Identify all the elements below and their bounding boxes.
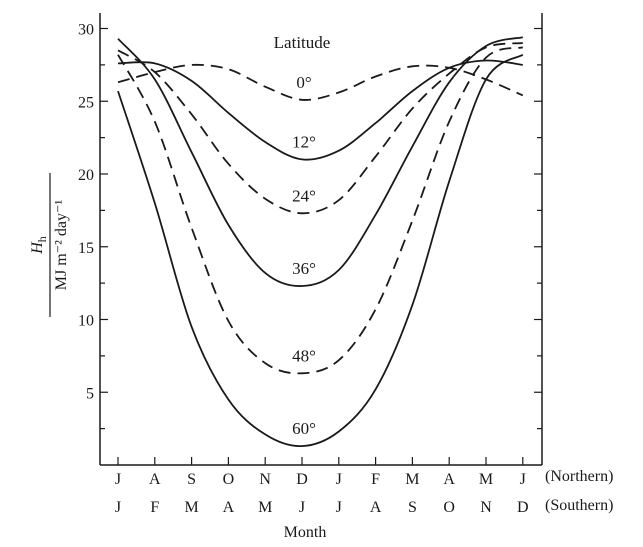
month-northern-label: D <box>296 471 308 488</box>
legend-title: Latitude <box>274 33 331 52</box>
series-label-12-deg: 12° <box>292 132 316 151</box>
month-northern-label: J <box>115 471 121 488</box>
month-northern-label: A <box>443 471 455 488</box>
y-axis-label: Hh MJ m⁻² day⁻¹ <box>29 173 70 317</box>
month-northern-label: A <box>149 471 161 488</box>
month-southern-label: M <box>184 499 198 516</box>
series-line-12-deg <box>117 59 523 161</box>
month-southern-label: O <box>443 499 455 516</box>
month-northern-label: J <box>520 471 526 488</box>
month-northern-label: J <box>336 471 342 488</box>
y-tick-label: 15 <box>78 240 94 257</box>
x-axis-label: Month <box>284 524 327 541</box>
y-tick-label: 20 <box>78 167 94 184</box>
month-northern-label: O <box>223 471 235 488</box>
y-axis-label-numerator: Hh <box>29 236 49 255</box>
series-line-24-deg <box>117 42 523 215</box>
y-axis-label-denominator: MJ m⁻² day⁻¹ <box>53 200 70 291</box>
month-southern-label: N <box>480 499 492 516</box>
month-southern-label: A <box>223 499 235 516</box>
y-tick-label: 10 <box>78 313 94 330</box>
y-tick-label: 5 <box>86 385 94 402</box>
series-label-36-deg: 36° <box>292 259 316 278</box>
month-southern-label: J <box>336 499 342 516</box>
month-northern-label: M <box>405 471 419 488</box>
y-tick-label: 30 <box>78 22 94 39</box>
series-line-48-deg <box>117 46 524 375</box>
series-line-60-deg <box>117 53 524 448</box>
month-southern-label: M <box>258 499 272 516</box>
series-labels: 0° 12° 24° 36° 48° 60° <box>292 73 316 438</box>
month-southern-label: S <box>408 499 417 516</box>
month-southern-label: A <box>370 499 382 516</box>
month-southern-label: F <box>150 499 159 516</box>
month-northern-label: S <box>187 471 196 488</box>
series-label-60-deg: 60° <box>292 419 316 438</box>
hemisphere-northern-label: (Northern) <box>545 468 613 485</box>
series-line-36-deg <box>117 36 524 287</box>
axes <box>99 13 543 466</box>
month-northern-label: N <box>259 471 271 488</box>
month-northern-label: F <box>371 471 380 488</box>
y-ticks: 5 10 15 20 25 30 <box>78 22 542 430</box>
series-line-0-deg <box>117 63 524 101</box>
month-southern-label: D <box>517 499 529 516</box>
y-tick-label: 25 <box>78 94 94 111</box>
x-ticks: J A S O N D J F M A M JJ F M A M J J A S O N D <box>115 457 529 516</box>
series-label-48-deg: 48° <box>292 346 316 365</box>
month-southern-label: J <box>299 499 305 516</box>
series-label-0-deg: 0° <box>296 73 311 92</box>
series-lines <box>117 36 524 448</box>
month-northern-label: M <box>479 471 493 488</box>
hemisphere-southern-label: (Southern) <box>545 497 613 514</box>
series-label-24-deg: 24° <box>292 186 316 205</box>
month-southern-label: J <box>115 499 121 516</box>
